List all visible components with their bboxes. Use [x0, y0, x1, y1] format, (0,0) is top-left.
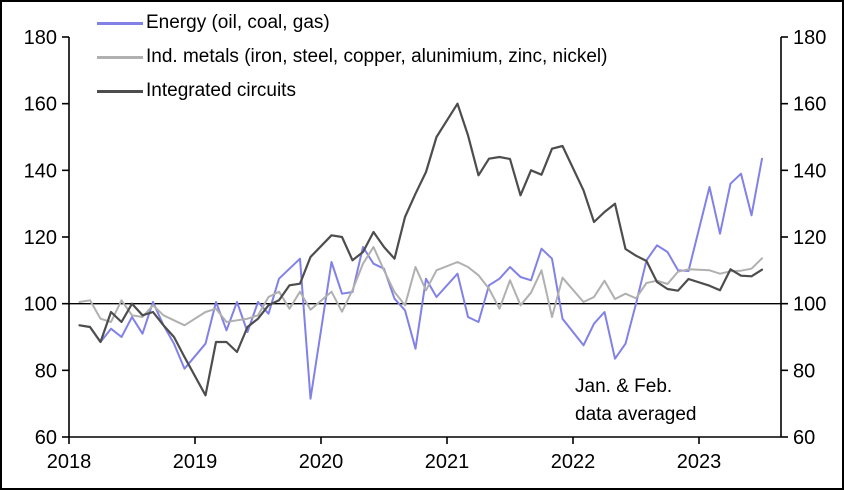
y-axis-label-left: 100	[24, 294, 57, 316]
y-axis-label-right: 60	[793, 427, 815, 449]
legend-label: Integrated circuits	[146, 80, 296, 101]
y-axis-label-left: 140	[24, 160, 57, 182]
energy-line-swatch	[97, 21, 143, 25]
legend-item-circuits: Integrated circuits	[97, 74, 607, 108]
legend: Energy (oil, coal, gas) Ind. metals (iro…	[97, 6, 607, 108]
y-axis-label-left: 120	[24, 227, 57, 249]
metals-line-swatch	[97, 55, 143, 59]
y-axis-label-left: 160	[24, 94, 57, 116]
legend-item-metals: Ind. metals (iron, steel, copper, alunim…	[97, 40, 607, 74]
x-axis-label: 2018	[47, 451, 92, 473]
y-axis-label-right: 180	[793, 27, 826, 49]
y-axis-label-right: 140	[793, 160, 826, 182]
axis-ticks	[62, 36, 788, 444]
series-line-2	[78, 102, 764, 397]
x-axis-label: 2023	[677, 451, 722, 473]
y-axis-label-right: 160	[793, 94, 826, 116]
legend-item-energy: Energy (oil, coal, gas)	[97, 6, 607, 40]
x-axis-label: 2020	[299, 451, 344, 473]
series-line-1	[78, 246, 763, 327]
annotation-line-1: Jan. & Feb.	[575, 376, 673, 397]
legend-label: Ind. metals (iron, steel, copper, alunim…	[146, 46, 608, 67]
y-axis-label-right: 80	[793, 360, 815, 382]
y-axis-label-left: 80	[35, 360, 57, 382]
x-axis-label: 2022	[551, 451, 596, 473]
y-axis-label-left: 60	[35, 427, 57, 449]
y-axis-label-right: 120	[793, 227, 826, 249]
y-axis-label-left: 180	[24, 27, 57, 49]
legend-label: Energy (oil, coal, gas)	[146, 12, 330, 33]
y-axis-label-right: 100	[793, 294, 826, 316]
x-axis-label: 2021	[425, 451, 470, 473]
circuits-line-swatch	[97, 89, 143, 93]
annotation-line-2: data averaged	[575, 404, 697, 425]
x-axis-label: 2019	[173, 451, 218, 473]
series-lines	[78, 102, 764, 400]
annotation-note: Jan. & Feb. data averaged	[575, 373, 697, 429]
